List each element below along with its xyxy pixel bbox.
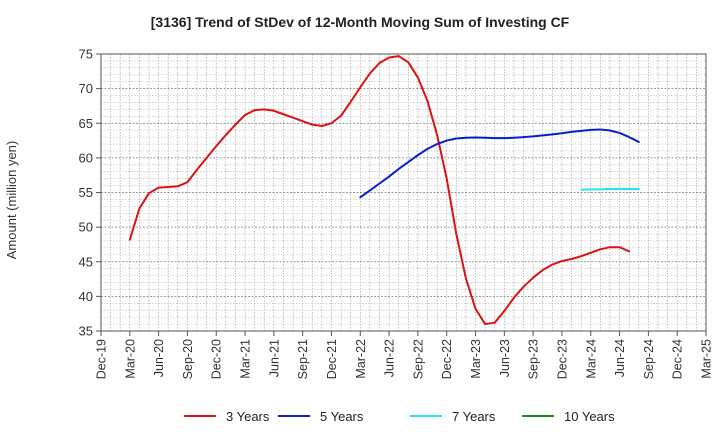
x-tick-label: Sep-24 — [642, 339, 656, 379]
x-tick-label: Sep-21 — [296, 339, 310, 379]
x-tick-label: Jun-20 — [152, 339, 166, 377]
x-tick-label: Jun-21 — [267, 339, 281, 377]
x-tick-label: Mar-21 — [239, 339, 253, 379]
axes: 35 40 45 50 55 60 65 70 75 Dec-19 Mar-20 Jun-20 Sep-… — [79, 47, 714, 380]
x-tick-label: Mar-22 — [354, 339, 368, 379]
y-tick-label: 55 — [79, 185, 93, 200]
y-tick-label: 50 — [79, 220, 93, 235]
x-tick-label: Dec-23 — [555, 339, 569, 379]
grid — [100, 53, 707, 332]
x-tick-label: Mar-24 — [584, 339, 598, 379]
series-line-5-years — [359, 128, 640, 199]
x-tick-label: Dec-19 — [95, 339, 109, 379]
legend-swatch — [410, 415, 442, 417]
series-line-7-years — [580, 188, 640, 191]
x-tick-label: Sep-20 — [181, 339, 195, 379]
chart-title: [3136] Trend of StDev of 12-Month Moving… — [150, 14, 570, 30]
series — [128, 55, 640, 326]
x-tick-label: Jun-23 — [498, 339, 512, 377]
legend-swatch — [278, 415, 310, 417]
legend-item: 5 Years — [278, 404, 363, 428]
x-tick-label: Dec-21 — [325, 339, 339, 379]
y-tick-label: 60 — [79, 150, 93, 165]
y-tick-label: 70 — [79, 81, 93, 96]
series-line-3-years — [128, 55, 631, 326]
y-tick-label: 65 — [79, 116, 93, 131]
x-tick-label: Dec-24 — [671, 339, 685, 379]
legend-label: 5 Years — [320, 408, 364, 424]
x-tick-label: Jun-22 — [383, 339, 397, 377]
x-tick-label: Mar-20 — [123, 339, 137, 379]
x-tick-label: Mar-25 — [700, 339, 714, 379]
legend-item: 3 Years — [184, 404, 269, 428]
x-tick-label: Jun-24 — [613, 339, 627, 377]
legend-swatch — [184, 415, 216, 417]
legend-label: 7 Years — [452, 408, 496, 424]
legend: 3 Years 5 Years 7 Years 10 Years — [0, 404, 720, 428]
x-tick-label: Dec-22 — [440, 339, 454, 379]
x-tick-label: Sep-23 — [527, 339, 541, 379]
legend-label: 3 Years — [226, 408, 270, 424]
legend-swatch — [522, 415, 554, 417]
legend-label: 10 Years — [564, 408, 615, 424]
y-tick-label: 45 — [79, 254, 93, 269]
y-tick-label: 75 — [79, 47, 93, 62]
y-tick-label: 35 — [79, 324, 93, 339]
x-tick-label: Sep-22 — [411, 339, 425, 379]
legend-item: 7 Years — [410, 404, 495, 428]
y-tick-label: 40 — [79, 289, 93, 304]
x-tick-label: Dec-20 — [210, 339, 224, 379]
x-tick-label: Mar-23 — [469, 339, 483, 379]
legend-item: 10 Years — [522, 404, 615, 428]
